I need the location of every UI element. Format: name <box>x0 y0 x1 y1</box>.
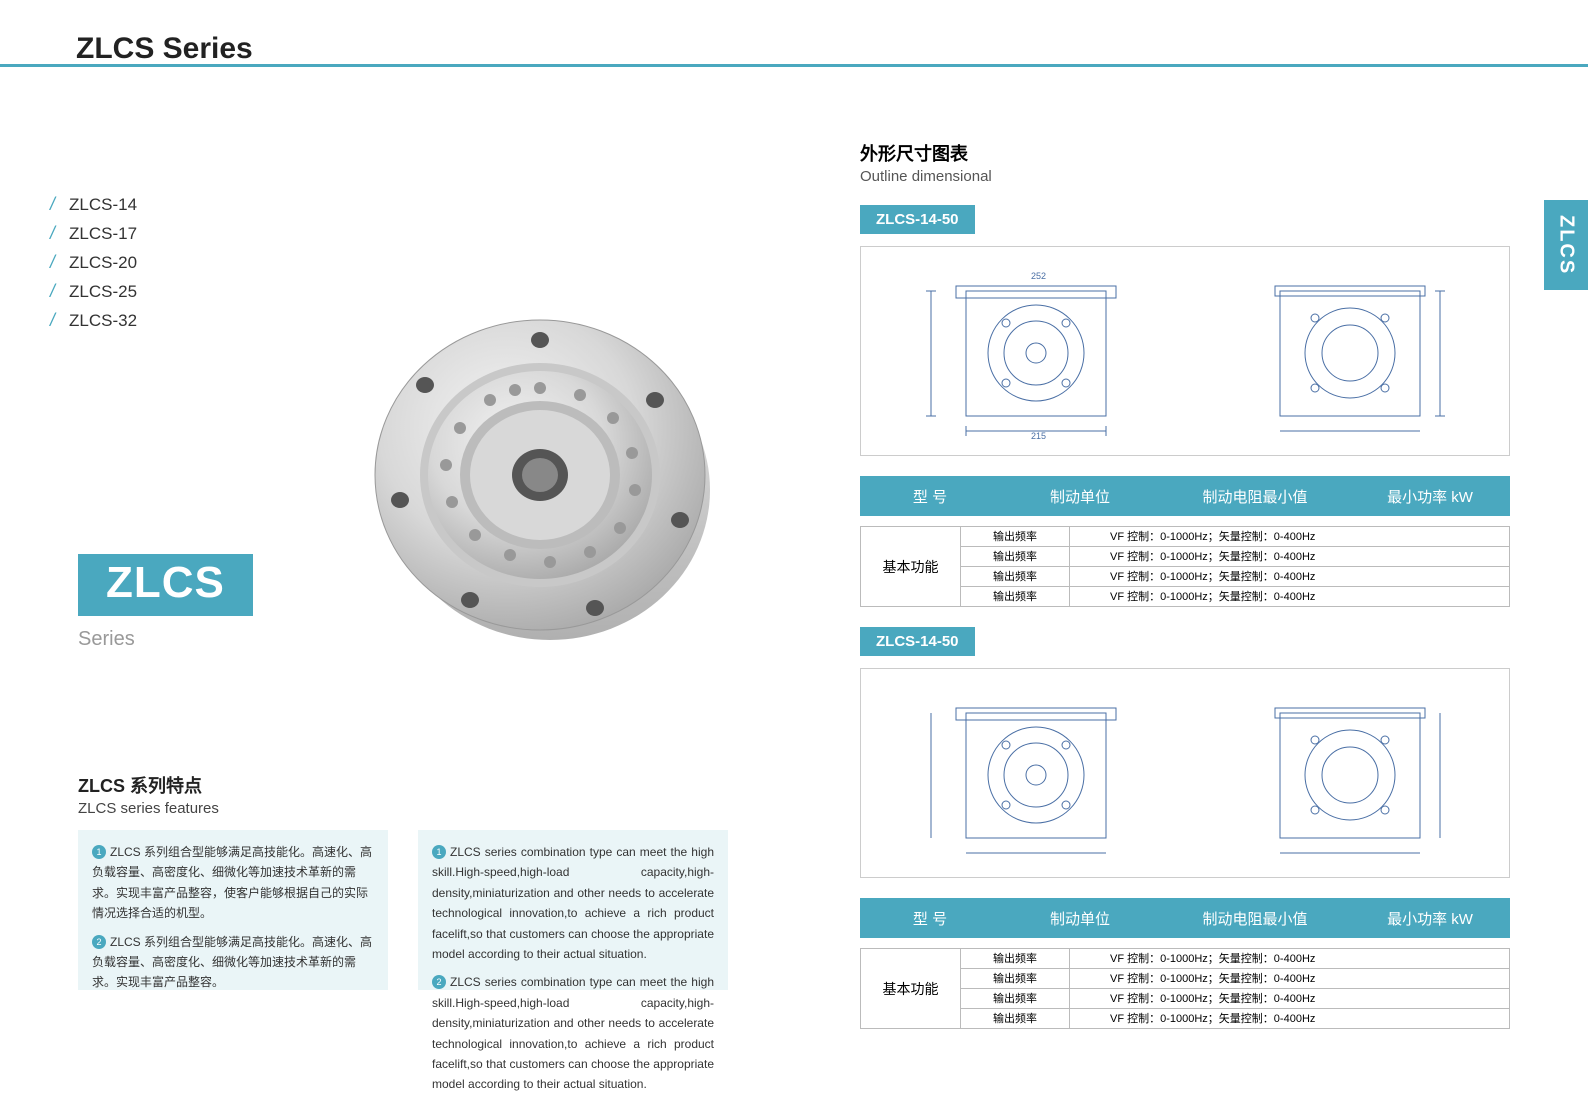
slash-icon: / <box>50 252 55 273</box>
model-list-item: / ZLCS-14 <box>50 194 137 215</box>
feature-text: ZLCS 系列组合型能够满足高技能化。高速化、高负载容量、高密度化、细微化等加速… <box>92 845 372 920</box>
feature-box-en: 1ZLCS series combination type can meet t… <box>418 830 728 990</box>
slash-icon: / <box>50 281 55 302</box>
spec-table: 基本功能 输出频率VF 控制：0-1000Hz；矢量控制：0-400Hz 输出频… <box>860 948 1510 1029</box>
feature-text: ZLCS series combination type can meet th… <box>432 845 714 961</box>
table-row: 输出频率VF 控制：0-1000Hz；矢量控制：0-400Hz <box>960 969 1510 989</box>
drawing-tag: ZLCS-14-50 <box>860 627 975 656</box>
page-title: ZLCS Series <box>76 32 253 66</box>
drawing-front-icon: 252 215 <box>911 261 1161 441</box>
technical-drawing <box>860 668 1510 878</box>
bullet-icon: 1 <box>432 845 446 859</box>
spec-col: 最小功率 kW <box>1350 908 1510 929</box>
model-list-item: / ZLCS-25 <box>50 281 137 302</box>
technical-drawing: 252 215 <box>860 246 1510 456</box>
svg-text:215: 215 <box>1031 431 1046 441</box>
slash-icon: / <box>50 310 55 331</box>
dim-title-zh: 外形尺寸图表 <box>860 140 1510 166</box>
model-list-item: / ZLCS-20 <box>50 252 137 273</box>
dim-title-en: Outline dimensional <box>860 168 1510 185</box>
slash-icon: / <box>50 223 55 244</box>
spec-header: 型 号 制动单位 制动电阻最小值 最小功率 kW <box>860 898 1510 938</box>
spec-rowhead: 基本功能 <box>860 949 960 1029</box>
bullet-icon: 2 <box>92 935 106 949</box>
feature-text: ZLCS 系列组合型能够满足高技能化。高速化、高负载容量、高密度化、细微化等加速… <box>92 935 372 990</box>
model-list: / ZLCS-14 / ZLCS-17 / ZLCS-20 / ZLCS-25 / ZLC… <box>50 194 137 339</box>
right-column: 外形尺寸图表 Outline dimensional ZLCS-14-50 25… <box>860 140 1510 1029</box>
table-row: 输出频率VF 控制：0-1000Hz；矢量控制：0-400Hz <box>960 989 1510 1009</box>
side-tab: ZLCS <box>1544 200 1588 290</box>
spec-col: 制动电阻最小值 <box>1160 908 1350 929</box>
model-label: ZLCS-17 <box>69 224 137 244</box>
features-title-zh: ZLCS 系列特点 <box>78 772 219 798</box>
spec-header: 型 号 制动单位 制动电阻最小值 最小功率 kW <box>860 476 1510 516</box>
table-row: 输出频率VF 控制：0-1000Hz；矢量控制：0-400Hz <box>960 547 1510 567</box>
spec-col: 最小功率 kW <box>1350 486 1510 507</box>
drawing-side-icon <box>1240 261 1460 441</box>
table-row: 输出频率VF 控制：0-1000Hz；矢量控制：0-400Hz <box>960 949 1510 969</box>
bullet-icon: 1 <box>92 845 106 859</box>
table-row: 输出频率VF 控制：0-1000Hz；矢量控制：0-400Hz <box>960 527 1510 547</box>
spec-col: 型 号 <box>860 908 1000 929</box>
svg-text:252: 252 <box>1031 271 1046 281</box>
feature-text: ZLCS series combination type can meet th… <box>432 975 714 1091</box>
model-label: ZLCS-25 <box>69 282 137 302</box>
drawing-tag: ZLCS-14-50 <box>860 205 975 234</box>
model-list-item: / ZLCS-32 <box>50 310 137 331</box>
model-label: ZLCS-20 <box>69 253 137 273</box>
series-badge: ZLCS <box>78 554 253 616</box>
spec-col: 制动单位 <box>1000 486 1160 507</box>
slash-icon: / <box>50 194 55 215</box>
features-heading: ZLCS 系列特点 ZLCS series features <box>78 772 219 817</box>
table-row: 输出频率VF 控制：0-1000Hz；矢量控制：0-400Hz <box>960 587 1510 607</box>
dimensions-heading: 外形尺寸图表 Outline dimensional <box>860 140 1510 185</box>
series-sublabel: Series <box>78 628 135 651</box>
spec-col: 制动单位 <box>1000 908 1160 929</box>
drawing-front-icon <box>911 683 1161 863</box>
spec-table: 基本功能 输出频率VF 控制：0-1000Hz；矢量控制：0-400Hz 输出频… <box>860 526 1510 607</box>
table-row: 输出频率VF 控制：0-1000Hz；矢量控制：0-400Hz <box>960 1009 1510 1029</box>
table-row: 输出频率VF 控制：0-1000Hz；矢量控制：0-400Hz <box>960 567 1510 587</box>
bullet-icon: 2 <box>432 975 446 989</box>
model-label: ZLCS-32 <box>69 311 137 331</box>
model-label: ZLCS-14 <box>69 195 137 215</box>
spec-rowhead: 基本功能 <box>860 527 960 607</box>
feature-box-zh: 1ZLCS 系列组合型能够满足高技能化。高速化、高负载容量、高密度化、细微化等加… <box>78 830 388 990</box>
drawing-side-icon <box>1240 683 1460 863</box>
product-image <box>350 290 730 670</box>
spec-col: 型 号 <box>860 486 1000 507</box>
features-title-en: ZLCS series features <box>78 800 219 817</box>
spec-col: 制动电阻最小值 <box>1160 486 1350 507</box>
model-list-item: / ZLCS-17 <box>50 223 137 244</box>
